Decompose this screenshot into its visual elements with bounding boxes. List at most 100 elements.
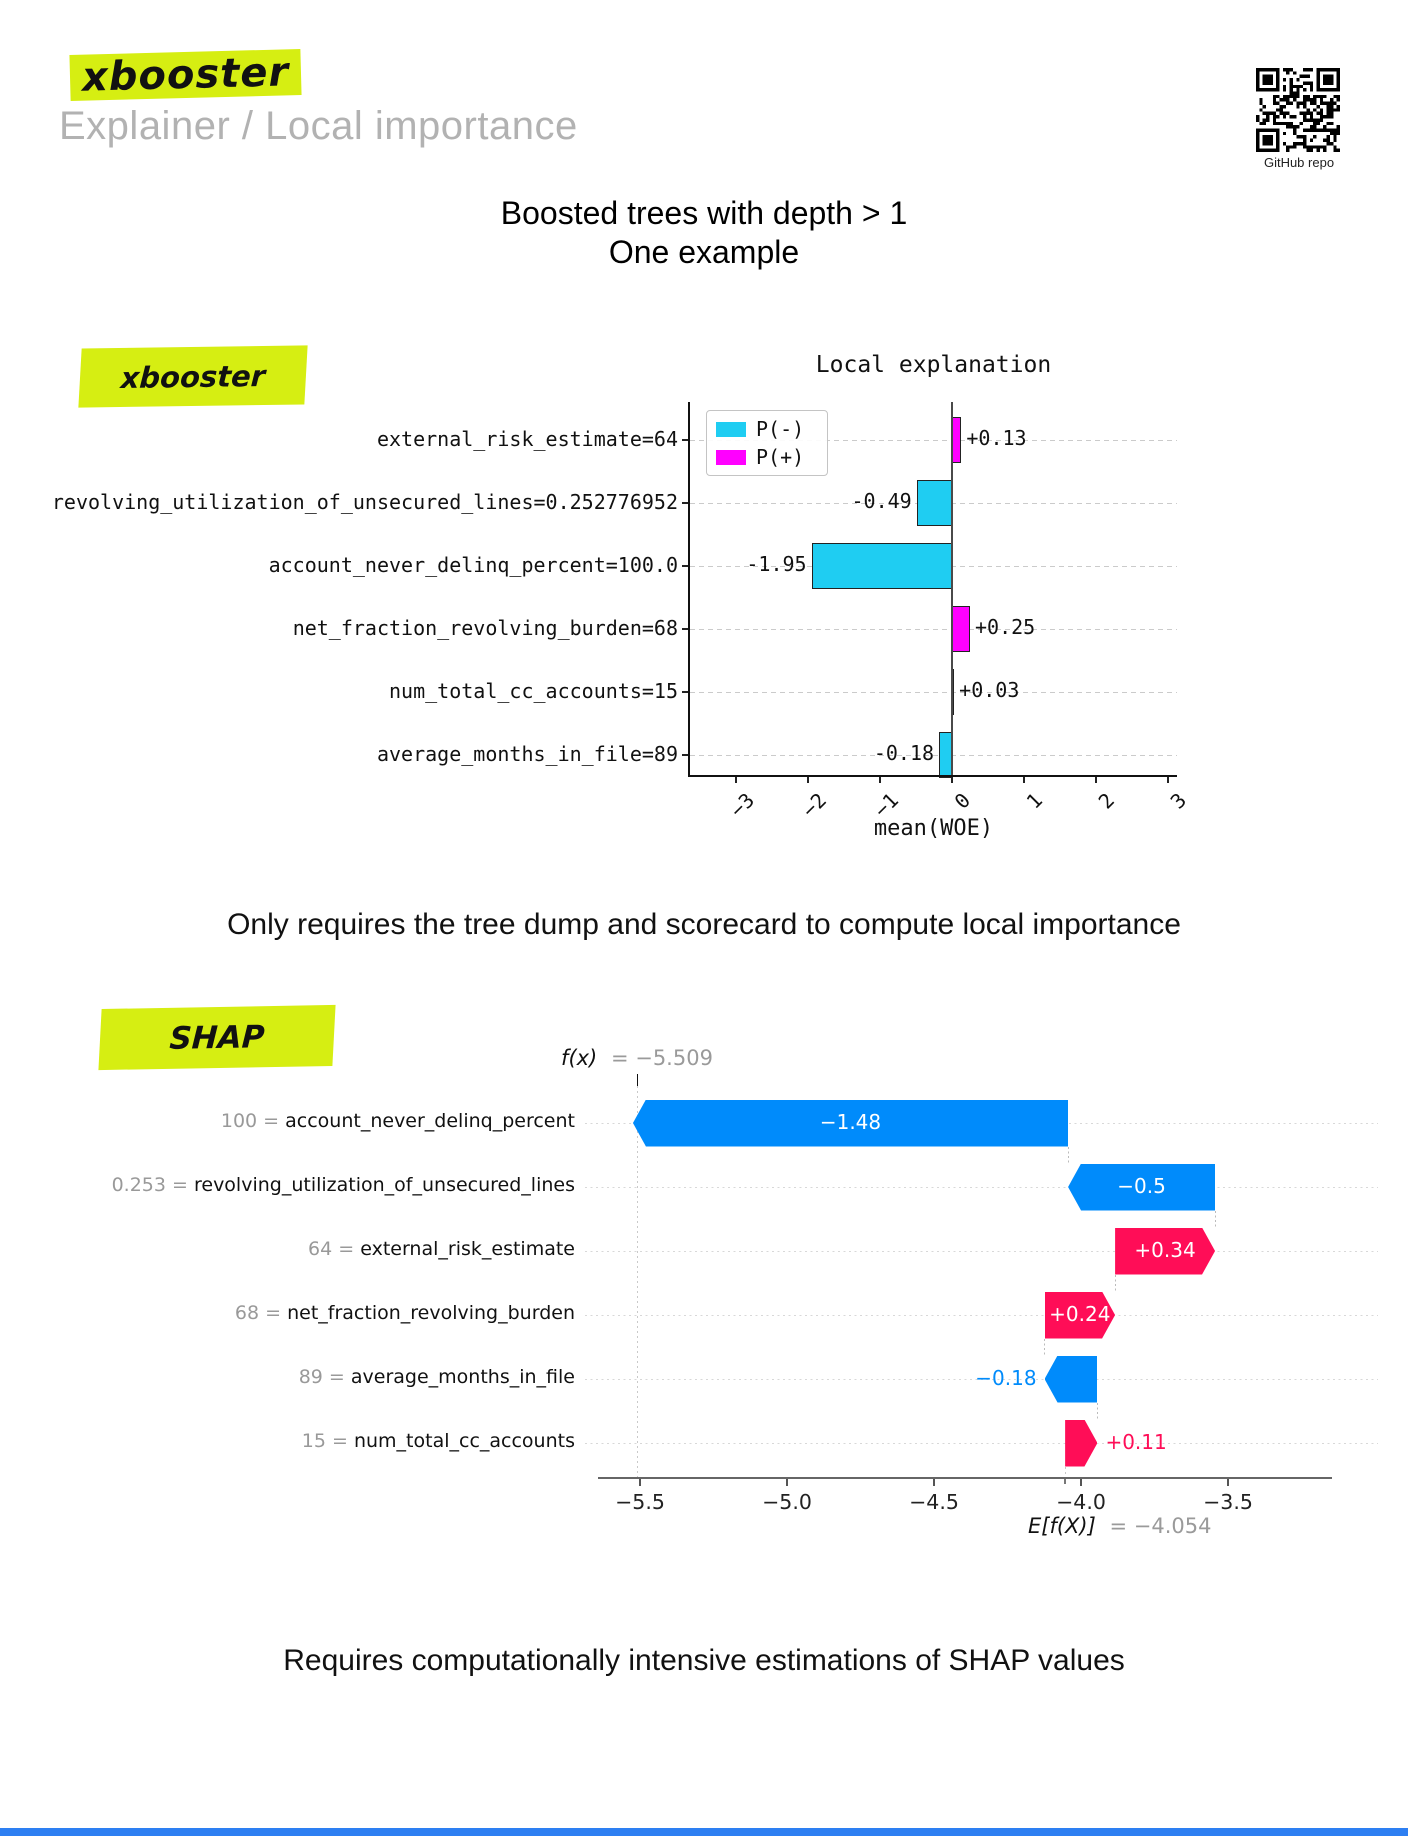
shap-bar-value: +0.11 xyxy=(1105,1430,1167,1454)
woe-row-label: revolving_utilization_of_unsecured_lines… xyxy=(51,490,678,514)
woe-xtick xyxy=(1023,776,1025,783)
xbooster-badge: xbooster xyxy=(78,345,308,408)
woe-ytick xyxy=(682,691,690,693)
shap-xtick-label: −5.0 xyxy=(762,1490,812,1514)
woe-xtick xyxy=(879,776,881,783)
woe-row-label: average_months_in_file=89 xyxy=(376,742,678,766)
shap-gridline xyxy=(585,1250,1378,1252)
woe-bar-value: -0.49 xyxy=(851,489,912,513)
fx-annotation: f(x) = −5.509 xyxy=(524,1046,750,1070)
woe-xtick xyxy=(951,776,953,783)
qr-code: GitHub repo xyxy=(1256,68,1342,170)
woe-ytick xyxy=(682,754,690,756)
shap-bar-value: −0.5 xyxy=(1117,1174,1166,1198)
shap-row-label: 0.253 = revolving_utilization_of_unsecur… xyxy=(112,1174,575,1196)
shap-feature-name: net_fraction_revolving_burden xyxy=(287,1302,575,1324)
shap-xtick xyxy=(1080,1479,1082,1486)
woe-row-label: num_total_cc_accounts=15 xyxy=(389,679,678,703)
woe-left-spine xyxy=(688,402,690,776)
shap-row-label: 64 = external_risk_estimate xyxy=(308,1238,575,1260)
slide-title: Boosted trees with depth > 1 One example xyxy=(0,194,1408,272)
shap-connector xyxy=(1067,1146,1069,1164)
woe-bar-value: +0.13 xyxy=(966,426,1027,450)
woe-xtick-label: 0 xyxy=(949,788,975,814)
woe-ytick xyxy=(682,565,690,567)
shap-gridline xyxy=(585,1442,1378,1444)
slide-title-line1: Boosted trees with depth > 1 xyxy=(500,195,908,231)
shap-bar xyxy=(1065,1420,1097,1467)
shap-xtick-label: −4.5 xyxy=(909,1490,959,1514)
woe-bar xyxy=(952,606,970,652)
expected-value-annotation: E[f(X)] = −4.054 xyxy=(1028,1514,1212,1538)
woe-row-label: net_fraction_revolving_burden=68 xyxy=(292,616,678,640)
woe-bottom-spine xyxy=(688,775,1177,777)
qr-code-image xyxy=(1256,68,1340,152)
legend-swatch-p-positive-icon xyxy=(716,449,746,465)
efx-symbol: E[f(X)] xyxy=(1028,1514,1096,1538)
shap-bar-value: −1.48 xyxy=(819,1110,882,1134)
woe-bar xyxy=(952,669,955,715)
page-subtitle: Explainer / Local importance xyxy=(59,104,578,148)
woe-gridline xyxy=(690,691,1177,693)
shap-bar xyxy=(1068,1163,1216,1211)
woe-gridline xyxy=(690,628,1177,630)
shap-feature-name: account_never_delinq_percent xyxy=(285,1110,575,1132)
woe-row-label: account_never_delinq_percent=100.0 xyxy=(268,553,678,577)
shap-xtick-label: −4.0 xyxy=(1056,1490,1106,1514)
qr-caption: GitHub repo xyxy=(1263,155,1335,170)
shap-connector xyxy=(1096,1402,1098,1420)
shap-base-tick xyxy=(1064,1479,1066,1484)
woe-bar-value: +0.03 xyxy=(959,678,1020,702)
efx-value: = −4.054 xyxy=(1109,1514,1212,1538)
xbooster-logo: xbooster xyxy=(69,48,302,102)
xbooster-logo-text: xbooster xyxy=(81,49,290,101)
woe-bar xyxy=(811,543,952,589)
woe-xtick xyxy=(807,776,809,783)
shap-xtick xyxy=(933,1479,935,1486)
legend-swatch-p-negative-icon xyxy=(716,421,746,437)
shap-feature-value: 100 = xyxy=(220,1110,286,1132)
slide-title-line2: One example xyxy=(608,234,800,270)
shap-connector xyxy=(1114,1274,1116,1292)
bottom-caption: Requires computationally intensive estim… xyxy=(283,1644,1125,1677)
legend-label-p-positive: P(+) xyxy=(756,445,805,469)
shap-bar xyxy=(632,1099,1069,1147)
shap-xtick xyxy=(1227,1479,1229,1486)
woe-xtick xyxy=(1167,776,1169,783)
woe-xaxis-label: mean(WOE) xyxy=(873,816,994,841)
shap-feature-value: 0.253 = xyxy=(111,1174,194,1196)
woe-bar-value: +0.25 xyxy=(975,615,1036,639)
woe-xtick-label: 3 xyxy=(1165,788,1191,814)
shap-gridline xyxy=(585,1122,1378,1124)
woe-ytick xyxy=(682,502,690,504)
mid-caption: Only requires the tree dump and scorecar… xyxy=(227,908,1181,941)
woe-gridline xyxy=(690,565,1177,567)
shap-bar xyxy=(1115,1228,1215,1275)
shap-fx-tick xyxy=(636,1074,639,1086)
shap-feature-value: 64 = xyxy=(308,1238,361,1260)
shap-connector xyxy=(1044,1338,1046,1356)
woe-xtick-label: 2 xyxy=(1093,788,1119,814)
legend-label-p-negative: P(-) xyxy=(756,417,805,441)
legend-item-p-positive: P(+) xyxy=(707,445,827,469)
woe-xtick xyxy=(1095,776,1097,783)
shap-bar-value: +0.34 xyxy=(1134,1238,1196,1262)
shap-feature-name: num_total_cc_accounts xyxy=(353,1430,575,1452)
woe-ytick xyxy=(682,439,690,441)
woe-xtick-label: 1 xyxy=(1021,788,1047,814)
shap-xtick xyxy=(786,1479,788,1486)
woe-ytick xyxy=(682,628,690,630)
woe-gridline xyxy=(690,754,1177,756)
shap-row-label: 68 = net_fraction_revolving_burden xyxy=(235,1302,575,1324)
shap-bar-value: −0.18 xyxy=(975,1366,1037,1390)
shap-bar xyxy=(1044,1355,1098,1403)
woe-xtick xyxy=(735,776,737,783)
shap-base-guide xyxy=(1064,1466,1066,1478)
shap-feature-name: revolving_utilization_of_unsecured_lines xyxy=(193,1174,575,1196)
woe-chart-title: Local explanation xyxy=(815,352,1052,378)
shap-fx-guide xyxy=(636,1086,638,1478)
woe-gridline xyxy=(690,502,1177,504)
shap-row-label: 89 = average_months_in_file xyxy=(299,1366,575,1388)
shap-bar xyxy=(1045,1292,1116,1339)
